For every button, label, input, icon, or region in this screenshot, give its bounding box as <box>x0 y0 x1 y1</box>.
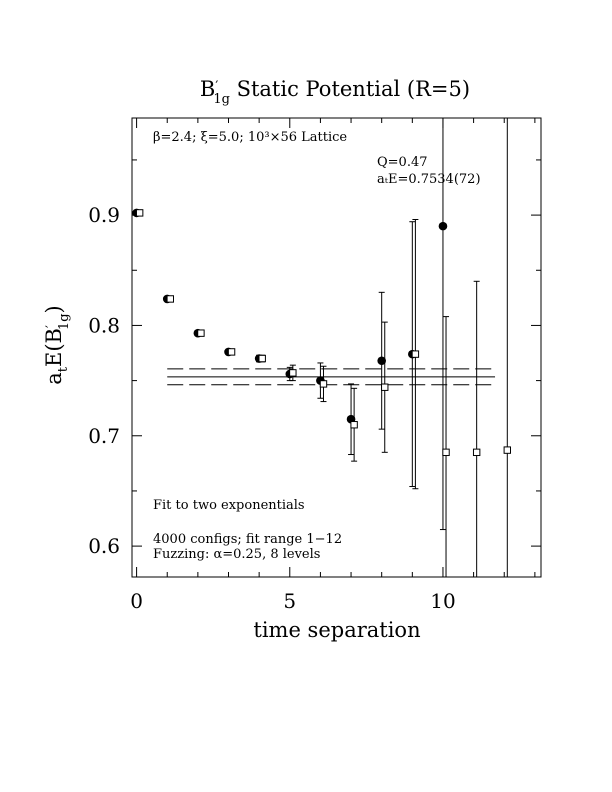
y-tick-label: 0.9 <box>88 203 120 227</box>
energy-annotation: aₜE=0.7534(72) <box>377 172 481 187</box>
data-point-square <box>472 448 481 457</box>
fit-annotation: Fit to two exponentials <box>153 498 305 513</box>
data-point-square <box>289 369 297 377</box>
x-tick-label: 5 <box>283 589 296 613</box>
data-point-square <box>258 354 266 363</box>
y-tick-label: 0.8 <box>88 313 120 337</box>
y-axis-label: atE(B′1g) <box>42 305 72 384</box>
data-markers <box>132 208 511 457</box>
data-point-circle <box>438 221 448 231</box>
fuzzing-annotation: Fuzzing: α=0.25, 8 levels <box>153 547 320 562</box>
data-point-square <box>135 209 144 217</box>
x-axis-label: time separation <box>253 618 420 642</box>
data-point-square <box>166 295 174 303</box>
plot-frame <box>131 117 542 578</box>
fit-band <box>167 368 496 386</box>
axis-tick-labels: 0 5 10 0.6 0.7 0.8 0.9 <box>88 203 456 613</box>
data-point-circle <box>377 356 386 366</box>
chart-title: B′ 1g Static Potential (R=5) <box>200 77 470 107</box>
data-point-square <box>411 350 420 358</box>
data-point-square <box>197 329 205 337</box>
q-annotation: Q=0.47 <box>377 155 428 170</box>
x-tick-label: 0 <box>130 589 143 613</box>
data-point-square <box>227 348 236 356</box>
data-point-square <box>442 448 450 457</box>
data-point-square <box>381 383 389 391</box>
x-tick-label: 10 <box>430 589 455 613</box>
data-point-square <box>319 380 328 388</box>
y-tick-label: 0.6 <box>88 534 120 558</box>
y-tick-label: 0.7 <box>88 424 120 448</box>
data-point-square <box>503 446 511 454</box>
configs-annotation: 4000 configs; fit range 1−12 <box>153 532 342 547</box>
data-point-square <box>350 421 358 429</box>
lattice-annotation: β=2.4; ξ=5.0; 10³×56 Lattice <box>153 130 347 145</box>
